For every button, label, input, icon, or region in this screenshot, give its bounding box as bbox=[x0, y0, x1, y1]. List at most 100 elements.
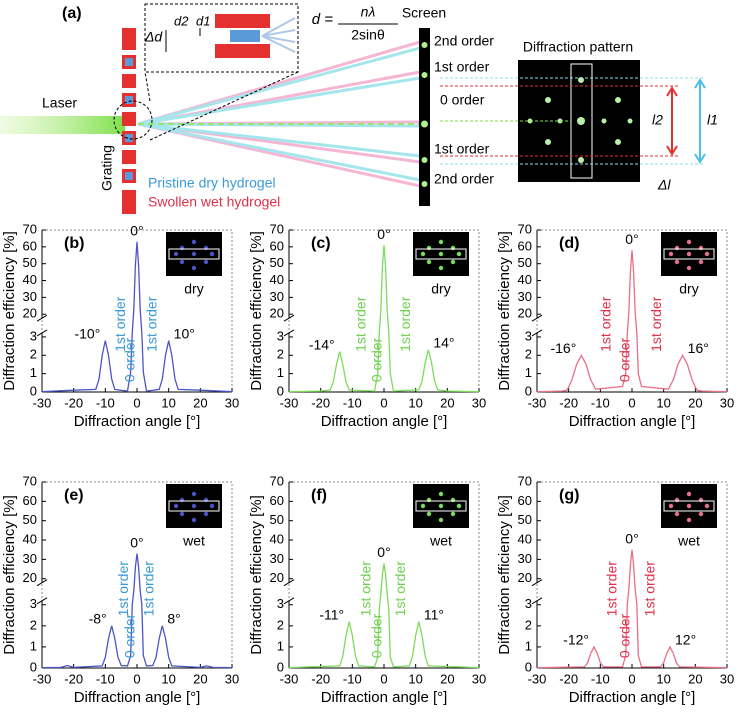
order-label: 1st order bbox=[604, 561, 620, 617]
pattern-title: Diffraction pattern bbox=[523, 39, 633, 55]
inset-spot bbox=[209, 251, 215, 257]
axis-break bbox=[531, 314, 543, 337]
inset-spot bbox=[191, 251, 197, 257]
y-tick-label: 1 bbox=[277, 638, 284, 653]
inset-spot bbox=[179, 497, 185, 503]
y-tick-label: 20 bbox=[518, 306, 532, 321]
y-tick-label: 2 bbox=[277, 347, 284, 362]
order-label: 1st order bbox=[140, 561, 156, 617]
y-tick-label: 60 bbox=[23, 493, 37, 508]
order-label: 1st order bbox=[357, 561, 373, 617]
order-label: 1st order bbox=[353, 296, 369, 352]
x-tick-label: -30 bbox=[280, 671, 299, 686]
inset-spot bbox=[179, 245, 185, 251]
x-axis-title: Diffraction angle [°] bbox=[321, 413, 448, 430]
x-axis-title: Diffraction angle [°] bbox=[569, 413, 696, 430]
x-tick-label: -30 bbox=[528, 395, 547, 410]
x-tick-label: 20 bbox=[440, 671, 454, 686]
x-tick-label: 10 bbox=[408, 395, 422, 410]
x-tick-label: 0 bbox=[380, 671, 387, 686]
x-tick-label: 30 bbox=[720, 671, 734, 686]
inset-spot bbox=[203, 245, 209, 251]
inset-spot bbox=[704, 503, 710, 509]
inset-spot bbox=[686, 265, 692, 271]
x-tick-label: -30 bbox=[528, 671, 547, 686]
inset-spot bbox=[698, 245, 704, 251]
y-tick-label: 0 bbox=[30, 659, 37, 674]
y-tick-label: 0 bbox=[30, 383, 37, 398]
order-label: 0 order bbox=[122, 337, 138, 382]
peak-label: -8° bbox=[89, 611, 107, 627]
y-tick-label: 70 bbox=[23, 473, 37, 488]
axis-break bbox=[36, 579, 48, 605]
x-tick-label: -10 bbox=[343, 671, 362, 686]
l2-arrow bbox=[666, 86, 678, 156]
inset-spot bbox=[438, 491, 444, 497]
x-tick-label: 20 bbox=[688, 395, 702, 410]
x-tick-label: -10 bbox=[591, 395, 610, 410]
peak-label: 12° bbox=[675, 632, 696, 648]
y-tick-label: 20 bbox=[518, 570, 532, 585]
y-tick-label: 30 bbox=[518, 551, 532, 566]
laser-beam bbox=[0, 116, 125, 134]
inset bbox=[144, 3, 299, 141]
x-tick-label: -30 bbox=[33, 395, 52, 410]
panel-label: (c) bbox=[311, 235, 331, 252]
screen bbox=[419, 28, 430, 206]
formula-denominator: 2sinθ bbox=[351, 27, 385, 43]
inset-spot bbox=[420, 251, 426, 257]
inset-spot bbox=[191, 491, 197, 497]
peak-label: 0° bbox=[625, 530, 638, 546]
peak-label: -12° bbox=[563, 632, 589, 648]
axis-break bbox=[283, 314, 295, 337]
condition-label: wet bbox=[677, 533, 700, 549]
order-label: 0 order bbox=[122, 613, 138, 658]
order-label: 1st order bbox=[144, 296, 160, 352]
y-tick-label: 0 bbox=[525, 383, 532, 398]
inset-spot bbox=[450, 511, 456, 517]
y-tick-label: 50 bbox=[270, 255, 284, 270]
inset-spot bbox=[173, 503, 179, 509]
y-tick-label: 70 bbox=[270, 473, 284, 488]
peak-label: 11° bbox=[424, 606, 444, 622]
y-tick-label: 1 bbox=[525, 365, 532, 380]
peak-label: 0° bbox=[377, 226, 390, 242]
inset-spot bbox=[450, 497, 456, 503]
peak-label: 0° bbox=[130, 222, 143, 238]
rays bbox=[137, 40, 421, 188]
y-tick-label: 60 bbox=[270, 238, 284, 253]
inset-spot bbox=[191, 239, 197, 245]
y-tick-label: 60 bbox=[518, 238, 532, 253]
inset-spot bbox=[191, 517, 197, 523]
dry-legend: Pristine dry hydrogel bbox=[148, 175, 276, 191]
peak-label: -11° bbox=[319, 606, 344, 622]
inset-spot bbox=[426, 497, 432, 503]
y-tick-label: 1 bbox=[525, 638, 532, 653]
l1-arrow bbox=[694, 78, 706, 164]
peak-label: 0° bbox=[377, 544, 390, 560]
inset-spot bbox=[704, 251, 710, 257]
y-tick-label: 2 bbox=[525, 617, 532, 632]
panel-a: (a) Laser Grating Δd d2 d1 d = nλ 2sinθ … bbox=[0, 3, 718, 214]
inset-spot bbox=[698, 497, 704, 503]
y-tick-label: 0 bbox=[277, 659, 284, 674]
delta-l-label: Δl bbox=[657, 177, 671, 193]
order-label: 1st order bbox=[115, 561, 131, 617]
y-tick-label: 2 bbox=[525, 347, 532, 362]
y-tick-label: 3 bbox=[277, 328, 284, 343]
x-axis-title: Diffraction angle [°] bbox=[321, 689, 448, 706]
inset-spot bbox=[686, 491, 692, 497]
guide-lines bbox=[440, 77, 705, 165]
y-axis-title: Diffraction efficiency [%] bbox=[1, 231, 18, 391]
y-tick-label: 30 bbox=[23, 551, 37, 566]
panel-label: (a) bbox=[62, 5, 82, 22]
inset-spot bbox=[674, 259, 680, 265]
y-tick-label: 50 bbox=[23, 255, 37, 270]
order-label: 0 order bbox=[440, 92, 485, 108]
inset-frame bbox=[663, 248, 715, 260]
order-label: 1st order bbox=[392, 561, 408, 617]
inset-frame bbox=[663, 500, 715, 512]
y-tick-label: 3 bbox=[525, 596, 532, 611]
inset-spot bbox=[438, 265, 444, 271]
y-tick-label: 20 bbox=[23, 306, 37, 321]
